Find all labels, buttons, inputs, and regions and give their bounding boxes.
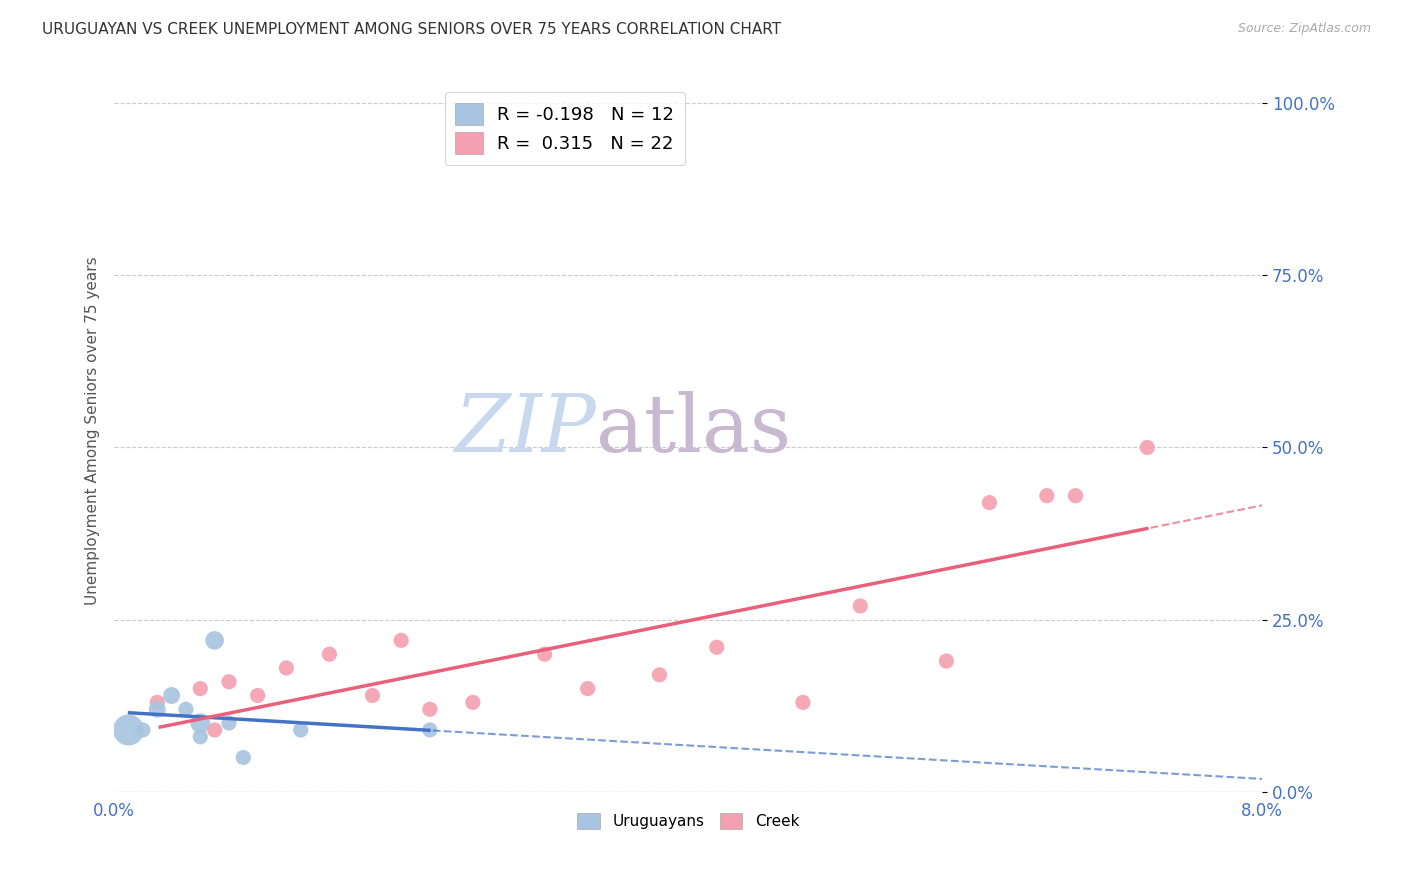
Point xyxy=(290,723,312,737)
Point xyxy=(576,681,599,696)
Point xyxy=(461,695,484,709)
Point xyxy=(174,702,197,716)
Point xyxy=(1036,489,1059,503)
Point xyxy=(218,674,240,689)
Point xyxy=(117,723,139,737)
Point xyxy=(232,750,254,764)
Point xyxy=(188,716,211,731)
Point xyxy=(792,695,814,709)
Point xyxy=(706,640,728,655)
Point xyxy=(246,689,269,703)
Point xyxy=(533,647,555,661)
Text: atlas: atlas xyxy=(596,392,792,469)
Point xyxy=(419,723,441,737)
Point xyxy=(132,723,155,737)
Text: Source: ZipAtlas.com: Source: ZipAtlas.com xyxy=(1237,22,1371,36)
Point xyxy=(146,695,169,709)
Point xyxy=(276,661,298,675)
Text: URUGUAYAN VS CREEK UNEMPLOYMENT AMONG SENIORS OVER 75 YEARS CORRELATION CHART: URUGUAYAN VS CREEK UNEMPLOYMENT AMONG SE… xyxy=(42,22,782,37)
Point xyxy=(1064,489,1087,503)
Point xyxy=(160,689,183,703)
Legend: Uruguayans, Creek: Uruguayans, Creek xyxy=(571,806,806,835)
Point xyxy=(204,633,226,648)
Point xyxy=(935,654,957,668)
Point xyxy=(389,633,412,648)
Point xyxy=(361,689,384,703)
Point xyxy=(318,647,340,661)
Point xyxy=(849,599,872,613)
Point xyxy=(979,495,1001,509)
Point xyxy=(648,668,671,682)
Point xyxy=(188,730,211,744)
Point xyxy=(419,702,441,716)
Point xyxy=(218,716,240,731)
Point xyxy=(146,702,169,716)
Point xyxy=(1136,441,1159,455)
Point xyxy=(188,681,211,696)
Text: ZIP: ZIP xyxy=(454,392,596,469)
Point xyxy=(204,723,226,737)
Y-axis label: Unemployment Among Seniors over 75 years: Unemployment Among Seniors over 75 years xyxy=(86,256,100,605)
